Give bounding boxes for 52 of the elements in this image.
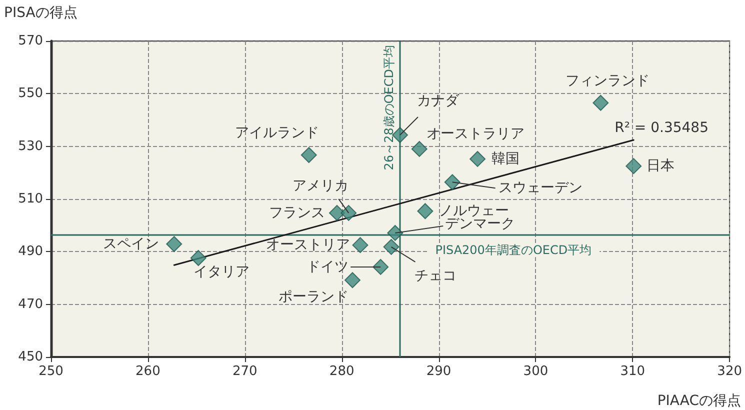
y-axis-title: PISAの得点: [4, 5, 78, 21]
x-axis-title: PIAACの得点: [657, 393, 742, 409]
point: [592, 94, 609, 111]
annotation: スウェーデン: [498, 180, 582, 196]
annotation: アメリカ: [292, 178, 349, 194]
point: [417, 203, 434, 220]
point: [372, 258, 389, 275]
point: [328, 204, 345, 221]
annotation: R² = 0.35485: [614, 120, 708, 136]
point: [340, 204, 357, 221]
x-tick-label: 270: [232, 364, 258, 379]
annotation: ポーランド: [278, 289, 348, 306]
point: [383, 238, 400, 255]
point: [392, 127, 408, 144]
y-tick-label: 470: [18, 296, 43, 312]
point: [470, 150, 486, 167]
annotation: フィンランド: [566, 72, 650, 89]
y-tick-label: 450: [18, 350, 43, 364]
point: [387, 224, 404, 241]
y-tick-label: 490: [18, 244, 43, 260]
point: [626, 158, 642, 174]
ref-line-label: PISA200年調査のOECD平均: [435, 243, 592, 258]
annotation: イタリア: [193, 264, 250, 280]
annotation: チェコ: [414, 268, 456, 284]
point: [352, 237, 368, 254]
x-tick-label: 250: [38, 364, 64, 379]
point: [300, 147, 317, 164]
y-tick-label: 530: [18, 138, 43, 154]
annotation: 日本: [646, 158, 675, 174]
annotation: 韓国: [492, 150, 520, 167]
point: [166, 236, 182, 252]
x-tick-label: 310: [620, 364, 646, 379]
annotation: アイルランド: [234, 125, 319, 142]
y-tick-label: 570: [18, 34, 43, 48]
annotation: オーストラリア: [426, 126, 524, 142]
x-tick-label: 320: [717, 364, 742, 379]
point: [344, 272, 360, 288]
point: [411, 140, 428, 157]
point: [444, 174, 460, 190]
point: [190, 250, 206, 266]
y-tick-label: 510: [18, 192, 43, 206]
annotation: ドイツ: [306, 258, 349, 275]
x-tick-label: 300: [523, 364, 548, 379]
annotation: フランス: [268, 204, 325, 221]
ref-line-label: 26～28歳のOECD平均: [382, 45, 396, 170]
y-tick-label: 550: [18, 86, 43, 102]
annotation: オーストリア: [266, 237, 350, 254]
annotation: スペイン: [103, 236, 160, 252]
x-tick-label: 260: [136, 364, 160, 379]
x-tick-label: 280: [329, 364, 354, 379]
x-tick-label: 290: [426, 364, 452, 379]
annotation: カナダ: [416, 93, 460, 110]
